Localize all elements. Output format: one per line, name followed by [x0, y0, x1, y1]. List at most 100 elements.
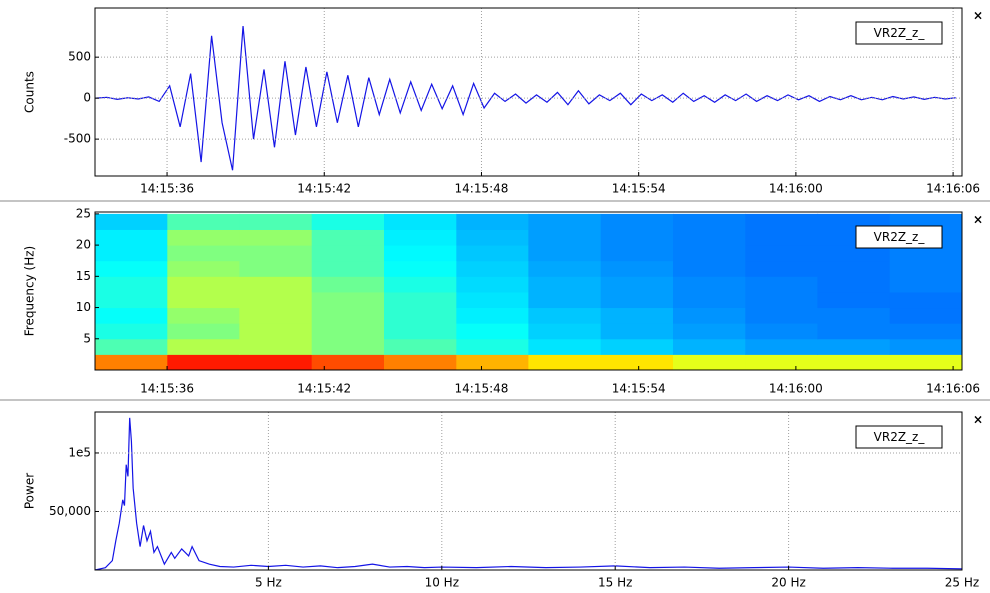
plot-area	[95, 412, 962, 570]
x-tick-label: 14:16:00	[769, 382, 823, 396]
heatmap-cell	[167, 213, 241, 230]
x-tick-label: 14:15:36	[140, 182, 194, 196]
heatmap-cell	[528, 307, 602, 324]
heatmap-cell	[673, 338, 746, 355]
close-button[interactable]: ×	[973, 413, 983, 427]
legend-box	[855, 225, 943, 249]
y-axis-label: Power	[23, 473, 37, 509]
legend-box	[855, 425, 943, 449]
heatmap-cell	[745, 338, 819, 355]
heatmap-cell	[889, 291, 962, 309]
x-tick-label: 5 Hz	[255, 576, 282, 590]
heatmap-cell	[889, 338, 962, 355]
plot-frame	[94, 7, 963, 177]
heatmap-cell	[167, 338, 241, 355]
heatmap-cell	[528, 338, 602, 355]
heatmap-cell	[600, 229, 674, 246]
heatmap-cell	[239, 245, 313, 262]
y-tick-label: 0	[83, 91, 91, 105]
heatmap-cell	[384, 213, 457, 230]
heatmap-cell	[456, 260, 530, 277]
x-tick-label: 14:16:06	[926, 382, 980, 396]
heatmap-cell	[95, 245, 168, 262]
heatmap-cell	[239, 291, 313, 309]
heatmap-cell	[673, 354, 746, 370]
heatmap-cell	[673, 291, 746, 309]
x-tick-label: 14:16:00	[769, 182, 823, 196]
heatmap-cell	[311, 229, 385, 246]
heatmap-cell	[745, 354, 819, 370]
x-tick-label: 25 Hz	[945, 576, 979, 590]
heatmap-cell	[817, 338, 891, 355]
heatmap-cell	[745, 229, 819, 246]
heatmap-cell	[817, 323, 891, 340]
heatmap-cell	[384, 291, 457, 309]
heatmap-cell	[311, 323, 385, 340]
heatmap-cell	[600, 245, 674, 262]
heatmap-cell	[673, 245, 746, 262]
heatmap-cell	[673, 323, 746, 340]
heatmap-cell	[600, 260, 674, 277]
close-button[interactable]: ×	[973, 213, 983, 227]
heatmap-cell	[889, 354, 962, 370]
heatmap-cell	[167, 260, 241, 277]
y-axis-label: Frequency (Hz)	[23, 246, 37, 337]
heatmap-cell	[600, 307, 674, 324]
heatmap-cell	[528, 213, 602, 230]
x-tick-label: 14:15:42	[297, 182, 351, 196]
heatmap-cell	[311, 245, 385, 262]
heatmap-cell	[600, 276, 674, 293]
heatmap-cell	[95, 354, 168, 370]
heatmap-cell	[384, 229, 457, 246]
legend-label: VR2Z_z_	[874, 26, 926, 40]
heatmap-cell	[528, 354, 602, 370]
heatmap-cell	[456, 245, 530, 262]
heatmap-cell	[311, 276, 385, 293]
heatmap-cell	[95, 260, 168, 277]
heatmap-cell	[384, 354, 457, 370]
heatmap-cell	[311, 291, 385, 309]
y-tick-label: 10	[76, 300, 91, 314]
heatmap-cell	[528, 323, 602, 340]
heatmap-cell	[673, 276, 746, 293]
series-line	[95, 417, 962, 570]
x-tick-label: 14:15:54	[612, 382, 666, 396]
heatmap-cell	[456, 354, 530, 370]
heatmap-cell	[600, 291, 674, 309]
plot-content	[95, 213, 962, 370]
heatmap-cell	[528, 276, 602, 293]
plot-content	[96, 25, 956, 171]
heatmap-cell	[745, 245, 819, 262]
heatmap-cell	[95, 229, 168, 246]
heatmap-cell	[95, 323, 168, 340]
heatmap-cell	[456, 307, 530, 324]
legend-box	[855, 21, 943, 45]
heatmap-cell	[745, 260, 819, 277]
close-button[interactable]: ×	[973, 9, 983, 23]
heatmap-cell	[167, 307, 241, 324]
panel: -500 0 500 14:15:36 14:15:42 14:15:48 14:15:54…	[23, 7, 983, 196]
heatmap-cell	[528, 291, 602, 309]
heatmap-cell	[239, 354, 313, 370]
heatmap-cell	[817, 354, 891, 370]
heatmap-cell	[528, 229, 602, 246]
heatmap-cell	[311, 307, 385, 324]
heatmap-cell	[311, 338, 385, 355]
x-tick-label: 14:15:48	[455, 382, 509, 396]
plot-frame	[94, 411, 963, 571]
heatmap-cell	[817, 291, 891, 309]
heatmap-cell	[95, 291, 168, 309]
heatmap-cell	[817, 260, 891, 277]
heatmap-cell	[456, 338, 530, 355]
x-tick-label: 14:15:54	[612, 182, 666, 196]
y-tick-label: -500	[64, 132, 91, 146]
heatmap-cell	[239, 307, 313, 324]
y-tick-label: 500	[68, 50, 91, 64]
heatmap-cell	[456, 213, 530, 230]
heatmap-cell	[239, 260, 313, 277]
x-tick-label: 10 Hz	[425, 576, 459, 590]
heatmap-cell	[600, 354, 674, 370]
heatmap-cell	[384, 323, 457, 340]
heatmap-cell	[384, 276, 457, 293]
